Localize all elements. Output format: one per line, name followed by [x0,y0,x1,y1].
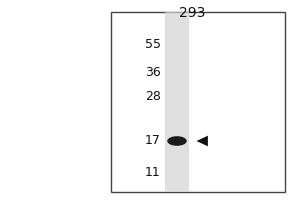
Text: 17: 17 [145,134,160,148]
Text: 36: 36 [145,66,161,78]
Bar [111,12,285,192]
Text: 293: 293 [179,6,205,20]
Text: 55: 55 [145,38,160,50]
Polygon shape [196,136,208,146]
Bar [165,12,189,192]
Ellipse shape [167,136,187,146]
Text: 28: 28 [145,90,160,102]
Text: 11: 11 [145,166,161,180]
